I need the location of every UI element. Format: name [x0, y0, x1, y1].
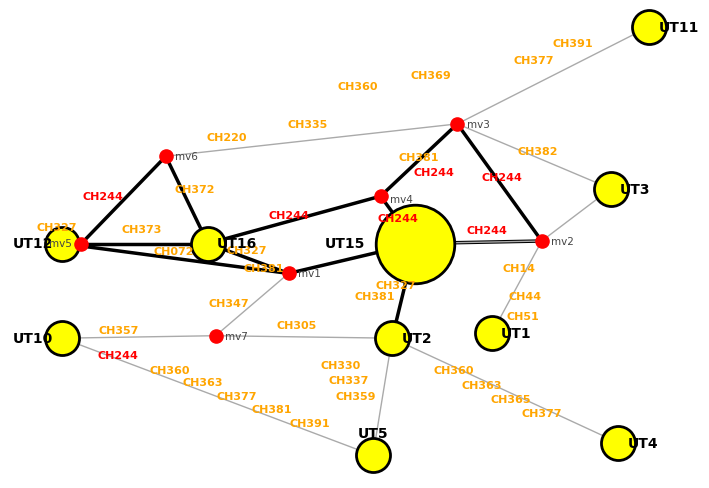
- Point: [76, 240, 87, 248]
- Text: mv1: mv1: [298, 269, 320, 279]
- Text: CH330: CH330: [320, 360, 361, 370]
- Text: CH357: CH357: [98, 325, 138, 335]
- Text: CH072: CH072: [153, 246, 194, 257]
- Text: CH369: CH369: [410, 71, 451, 81]
- Point: [57, 335, 68, 343]
- Text: mv7: mv7: [225, 331, 247, 341]
- Text: CH381: CH381: [398, 153, 439, 163]
- Text: CH244: CH244: [82, 192, 123, 202]
- Text: CH335: CH335: [288, 120, 328, 130]
- Text: CH391: CH391: [552, 39, 593, 48]
- Text: mv5: mv5: [50, 239, 72, 249]
- Point: [202, 240, 213, 248]
- Point: [452, 121, 463, 128]
- Text: CH377: CH377: [514, 56, 554, 66]
- Text: CH360: CH360: [337, 81, 378, 91]
- Point: [536, 238, 547, 245]
- Text: CH244: CH244: [481, 173, 523, 183]
- Text: CH327: CH327: [37, 223, 77, 233]
- Text: mv4: mv4: [390, 194, 413, 204]
- Text: CH360: CH360: [150, 365, 190, 375]
- Point: [375, 193, 386, 201]
- Point: [410, 240, 421, 248]
- Text: UT4: UT4: [627, 436, 658, 450]
- Point: [644, 24, 655, 32]
- Text: CH44: CH44: [508, 291, 542, 301]
- Text: CH363: CH363: [182, 377, 223, 387]
- Text: mv6: mv6: [175, 152, 198, 162]
- Text: CH347: CH347: [208, 299, 249, 309]
- Text: CH373: CH373: [121, 224, 162, 234]
- Text: CH391: CH391: [290, 418, 330, 428]
- Text: CH244: CH244: [268, 211, 309, 221]
- Text: UT3: UT3: [620, 183, 650, 196]
- Text: UT10: UT10: [13, 331, 53, 346]
- Text: UT2: UT2: [401, 331, 432, 346]
- Text: CH377: CH377: [216, 391, 257, 401]
- Text: CH360: CH360: [433, 365, 474, 375]
- Text: UT15: UT15: [325, 237, 365, 251]
- Point: [605, 185, 616, 193]
- Text: CH327: CH327: [226, 245, 267, 255]
- Text: CH381: CH381: [354, 291, 395, 301]
- Text: CH363: CH363: [462, 380, 502, 390]
- Text: CH244: CH244: [98, 350, 139, 360]
- Text: UT11: UT11: [659, 20, 698, 35]
- Point: [57, 240, 68, 248]
- Text: CH244: CH244: [378, 213, 419, 223]
- Text: UT12: UT12: [13, 237, 53, 251]
- Text: CH244: CH244: [414, 168, 454, 178]
- Text: CH327: CH327: [376, 280, 416, 290]
- Text: UT5: UT5: [357, 427, 389, 441]
- Text: UT1: UT1: [501, 326, 532, 341]
- Point: [210, 332, 221, 340]
- Text: CH244: CH244: [466, 225, 507, 236]
- Point: [613, 439, 624, 447]
- Text: CH337: CH337: [328, 375, 369, 385]
- Point: [283, 270, 294, 278]
- Text: CH372: CH372: [174, 184, 216, 194]
- Text: mv2: mv2: [551, 237, 574, 246]
- Text: CH382: CH382: [518, 147, 558, 157]
- Text: CH51: CH51: [506, 311, 539, 321]
- Text: CH381: CH381: [252, 405, 292, 415]
- Text: UT16: UT16: [217, 237, 257, 251]
- Point: [367, 451, 379, 459]
- Text: CH359: CH359: [336, 391, 376, 401]
- Text: CH305: CH305: [276, 320, 316, 330]
- Text: CH381: CH381: [244, 264, 284, 274]
- Point: [386, 335, 398, 343]
- Point: [160, 153, 172, 161]
- Text: CH220: CH220: [207, 133, 247, 143]
- Point: [486, 329, 498, 337]
- Text: mv3: mv3: [467, 120, 489, 130]
- Text: CH14: CH14: [502, 264, 535, 274]
- Text: CH377: CH377: [521, 408, 562, 418]
- Text: CH365: CH365: [491, 395, 531, 405]
